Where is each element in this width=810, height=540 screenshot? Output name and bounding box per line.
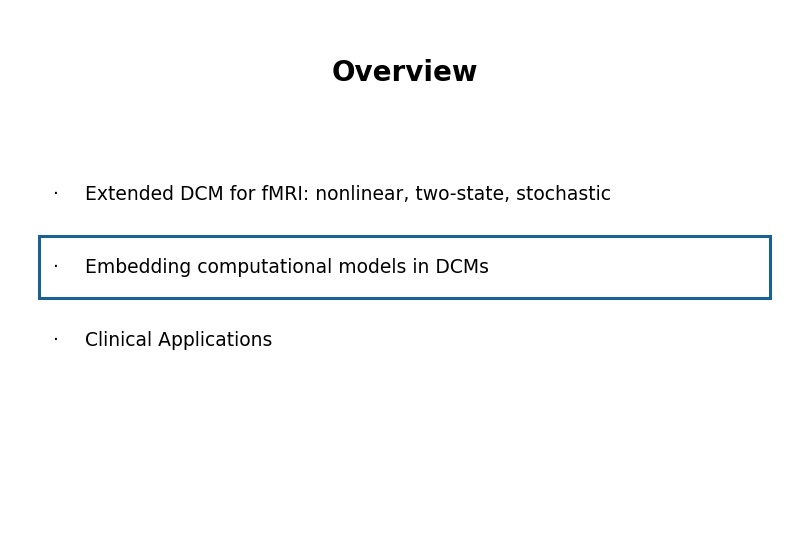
Text: Extended DCM for fMRI: nonlinear, two-state, stochastic: Extended DCM for fMRI: nonlinear, two-st… <box>85 185 611 204</box>
Text: ·: · <box>53 185 58 204</box>
Text: ·: · <box>53 330 58 350</box>
Text: Overview: Overview <box>332 59 478 87</box>
Text: ·: · <box>53 258 58 277</box>
FancyBboxPatch shape <box>39 236 770 298</box>
Text: Clinical Applications: Clinical Applications <box>85 330 272 350</box>
Text: Embedding computational models in DCMs: Embedding computational models in DCMs <box>85 258 489 277</box>
